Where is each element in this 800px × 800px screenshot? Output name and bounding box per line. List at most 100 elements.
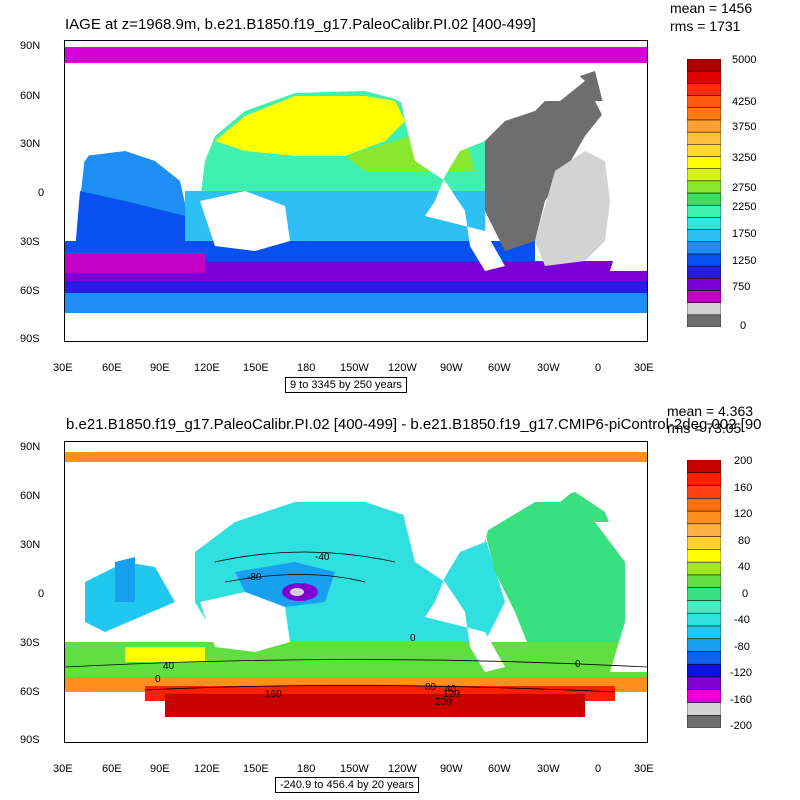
p2-contour-label-m40: -40 <box>315 552 330 563</box>
p1-lon-90w: 90W <box>440 362 463 374</box>
colorbar-swatch <box>687 253 721 267</box>
p1-cb-label-2250: 2250 <box>732 201 757 213</box>
p2-lon-180: 180 <box>297 763 316 775</box>
p2-lat-60s: 60S <box>20 686 40 698</box>
p1-lon-180: 180 <box>297 362 316 374</box>
colorbar-swatch <box>687 523 721 537</box>
p2-pacific-center <box>290 588 304 596</box>
p1-lon-60w: 60W <box>488 362 511 374</box>
land-australia <box>200 191 290 251</box>
colorbar-swatch <box>687 314 721 327</box>
p2-lon-120w: 120W <box>388 763 417 775</box>
land-americas <box>395 66 505 271</box>
p2-contour-label-m80: -80 <box>247 572 262 583</box>
p2-lat-60n: 60N <box>20 490 41 502</box>
p2-contour-label-0c: 0 <box>155 674 161 685</box>
p2-indian-blue <box>115 557 135 602</box>
p2-atlantic-green <box>485 492 625 672</box>
colorbar-swatch <box>687 217 721 230</box>
p2-south-darkred <box>165 694 585 718</box>
atlantic-dark <box>485 71 605 251</box>
panel1-colorbar <box>687 59 721 327</box>
p2-contour-label-160: 160 <box>265 689 282 700</box>
p1-lat-90n: 90N <box>20 40 41 52</box>
p1-cb-label-5000: 5000 <box>732 54 757 66</box>
p1-cb-label-0: 0 <box>740 320 747 332</box>
p2-lon-150w: 150W <box>340 763 369 775</box>
colorbar-swatch <box>687 59 721 72</box>
panel2-range-label: -240.9 to 456.4 by 20 years <box>275 777 419 793</box>
colorbar-swatch <box>687 302 721 316</box>
colorbar-swatch <box>687 498 721 512</box>
p2-cb-label-80: 80 <box>738 535 751 547</box>
p2-contour-label-40a: 40 <box>163 661 175 672</box>
colorbar-swatch <box>687 689 721 703</box>
p2-lon-60w: 60W <box>488 763 511 775</box>
p2-lat-90n: 90N <box>20 441 41 453</box>
p2-cb-label-m200: -200 <box>730 720 753 732</box>
p2-contour-line-4 <box>144 685 616 693</box>
p2-cb-label-m120: -120 <box>730 667 753 679</box>
panel1-map <box>64 40 648 342</box>
p2-cb-label-m160: -160 <box>730 694 753 706</box>
p1-lat-30s: 30S <box>20 236 40 248</box>
colorbar-swatch <box>687 625 721 639</box>
p2-contour-label-0a: 0 <box>410 633 416 644</box>
colorbar-swatch <box>687 204 721 218</box>
panel2-map-field: -40 -80 0 40 0 0 40 80 120 160 200 <box>65 452 647 742</box>
p1-lat-90s: 90S <box>20 333 40 345</box>
south-band-magenta <box>65 253 205 273</box>
colorbar-swatch <box>687 714 721 728</box>
colorbar-swatch <box>687 83 721 96</box>
p2-cb-label-160: 160 <box>734 482 753 494</box>
p1-lon-90e: 90E <box>150 362 170 374</box>
p2-lat-30n: 30N <box>20 539 41 551</box>
south-band-deep <box>65 289 647 317</box>
p2-lon-150e: 150E <box>243 763 269 775</box>
p1-lon-60e: 60E <box>102 362 122 374</box>
p1-cb-label-1250: 1250 <box>732 255 757 267</box>
p1-lon-150w: 150W <box>340 362 369 374</box>
p2-contour-label-120: 120 <box>443 689 460 700</box>
colorbar-swatch <box>687 702 721 716</box>
p2-land-americas <box>395 467 505 672</box>
p2-lon-90e: 90E <box>150 763 170 775</box>
p1-lat-60s: 60S <box>20 285 40 297</box>
panel1-title: IAGE at z=1968.9m, b.e21.B1850.f19_g17.P… <box>65 16 536 33</box>
p1-cb-label-4250: 4250 <box>732 96 757 108</box>
p2-south-yellow <box>125 647 205 662</box>
p1-lon-0: 0 <box>595 362 602 374</box>
p1-lon-30e: 30E <box>53 362 73 374</box>
land-africa <box>595 101 647 271</box>
arctic-band <box>65 47 647 63</box>
colorbar-swatch <box>687 156 721 169</box>
p2-lon-30w: 30W <box>537 763 560 775</box>
p2-land-eurasia <box>65 467 225 562</box>
colorbar-swatch <box>687 638 721 652</box>
north-pacific-yellow <box>215 96 405 156</box>
p2-lon-120e: 120E <box>194 763 220 775</box>
colorbar-swatch <box>687 600 721 614</box>
colorbar-swatch <box>687 144 721 157</box>
land-antarctica <box>65 313 647 341</box>
p1-lat-0: 0 <box>38 187 45 199</box>
p2-cb-label-0: 0 <box>742 588 749 600</box>
p1-lat-30n: 30N <box>20 138 41 150</box>
p2-land-australia <box>200 592 290 652</box>
colorbar-swatch <box>687 676 721 690</box>
colorbar-swatch <box>687 536 721 550</box>
colorbar-swatch <box>687 574 721 588</box>
colorbar-swatch <box>687 70 721 84</box>
panel2-title: b.e21.B1850.f19_g17.PaleoCalibr.PI.02 [4… <box>66 416 762 433</box>
p1-lon-150e: 150E <box>243 362 269 374</box>
colorbar-swatch <box>687 290 721 303</box>
colorbar-swatch <box>687 510 721 525</box>
p2-lat-90s: 90S <box>20 734 40 746</box>
p2-contour-label-0b: 0 <box>575 659 581 670</box>
p2-cb-label-40: 40 <box>738 561 751 573</box>
colorbar-swatch <box>687 95 721 108</box>
colorbar-swatch <box>687 241 721 255</box>
colorbar-swatch <box>687 192 721 206</box>
colorbar-swatch <box>687 278 721 291</box>
p1-lon-120e: 120E <box>194 362 220 374</box>
